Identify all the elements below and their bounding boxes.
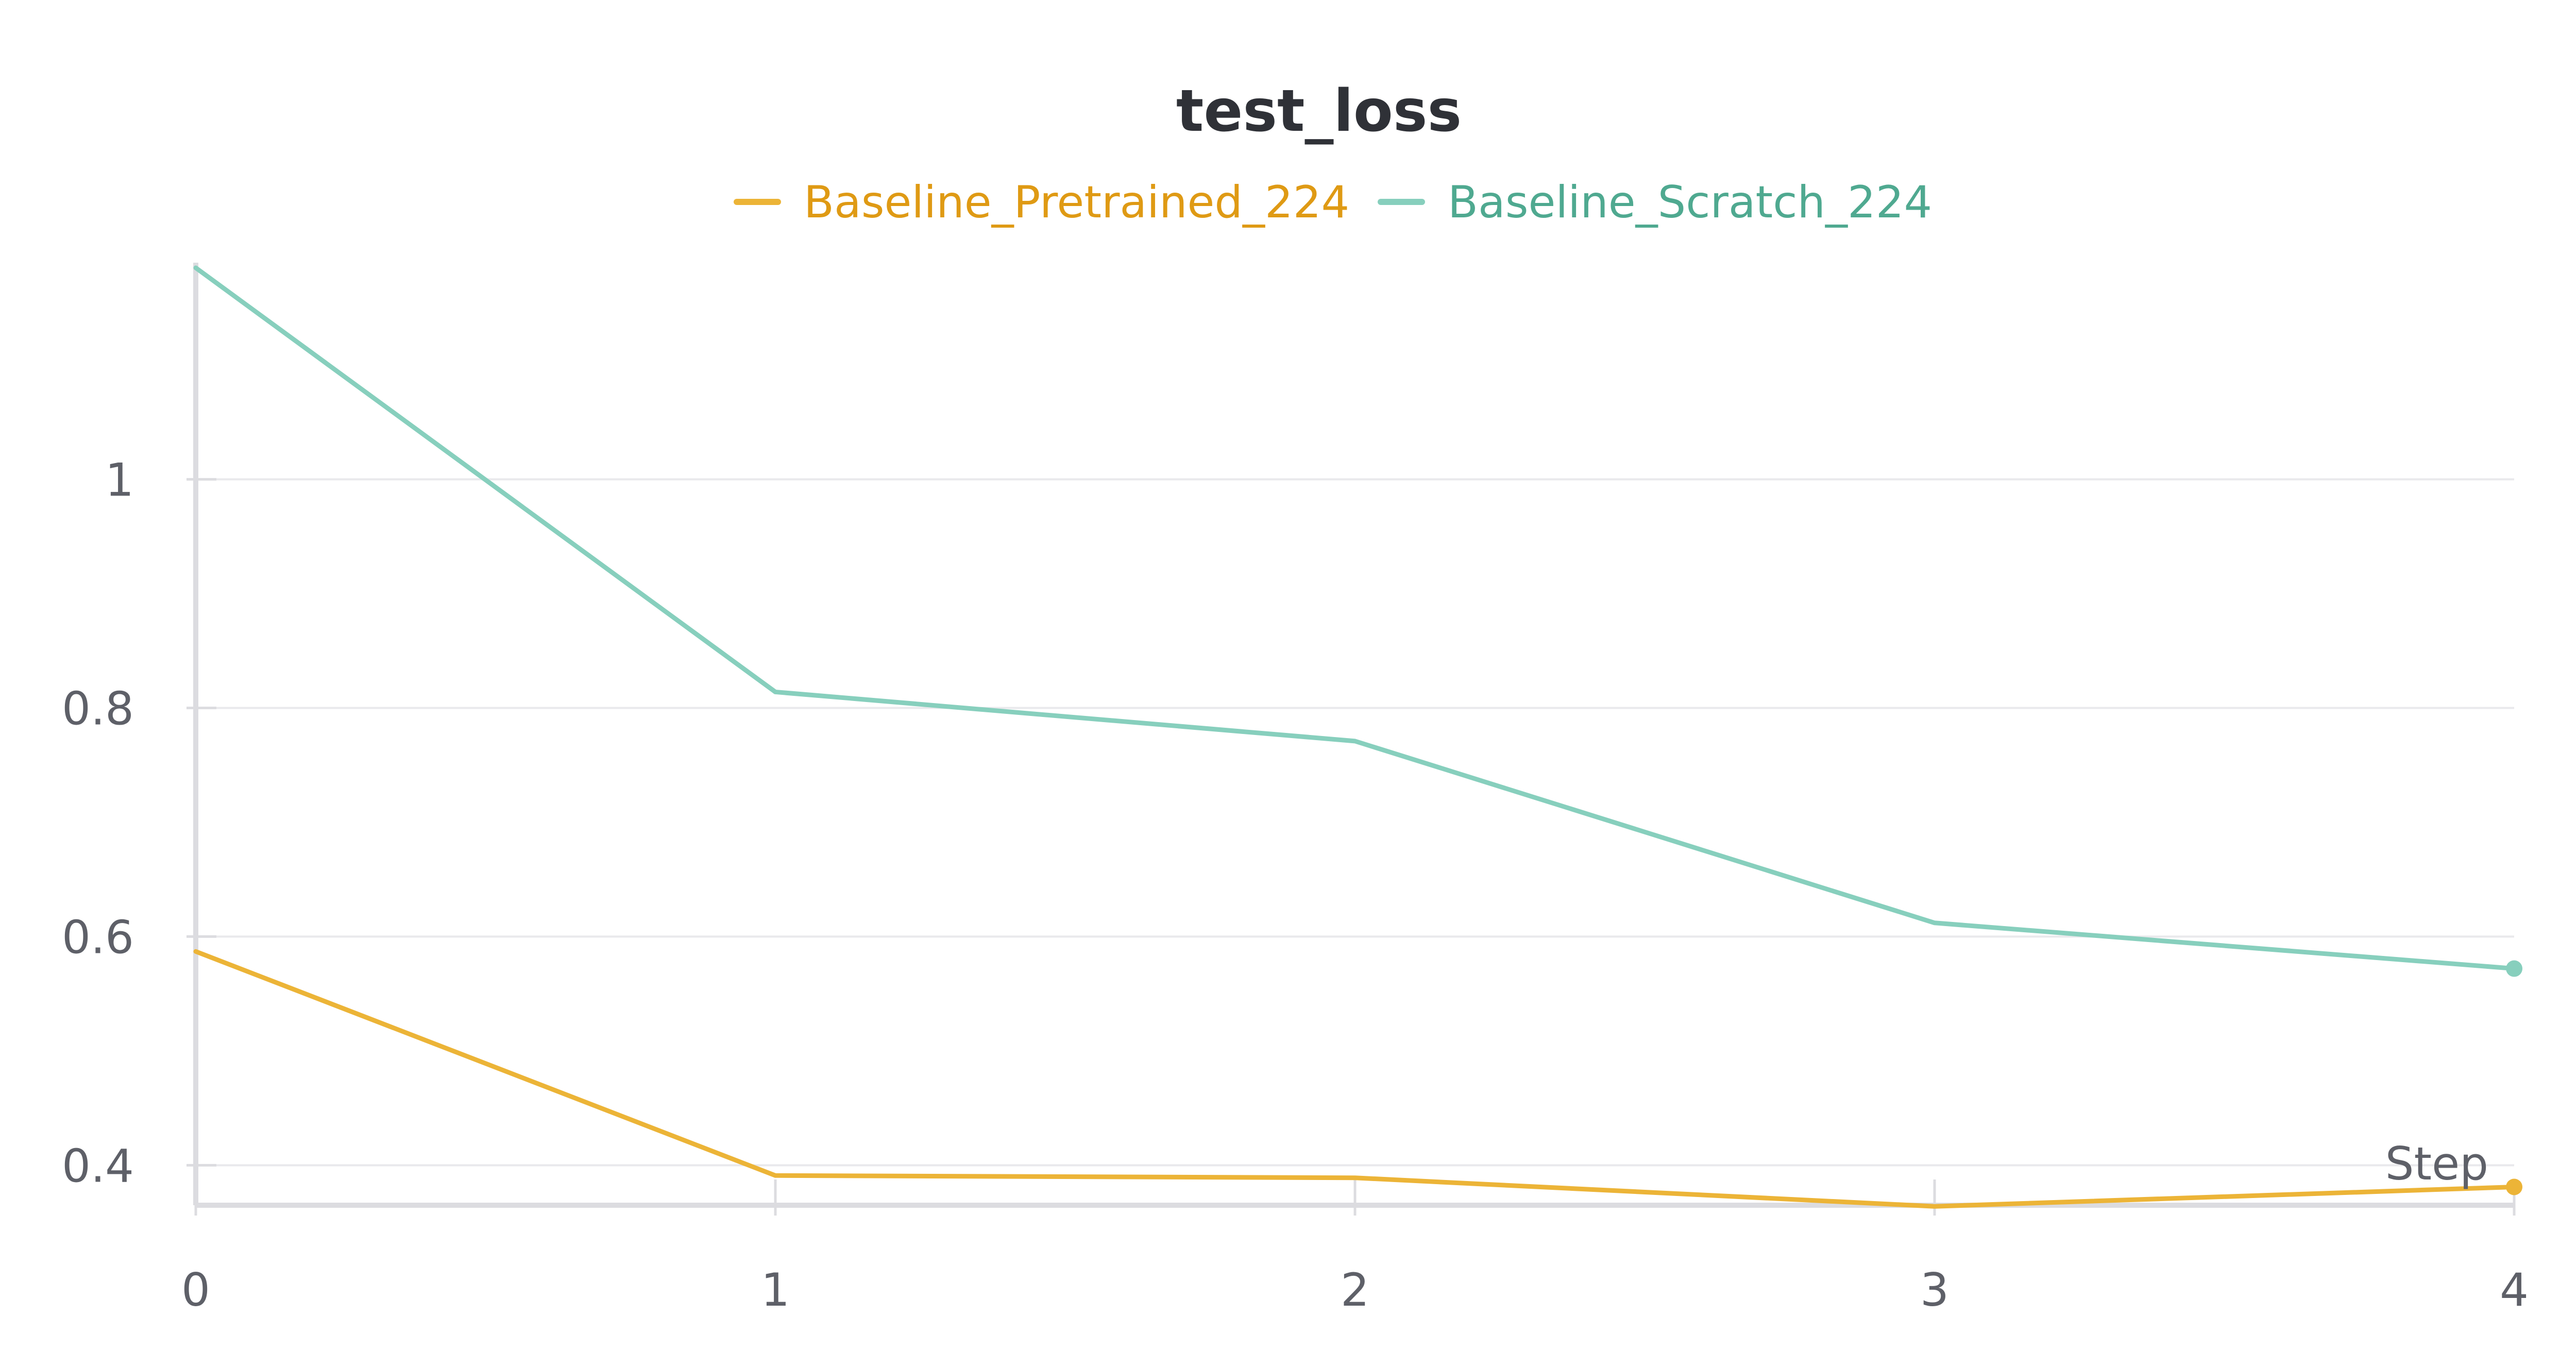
y-tick-label: 0.8: [62, 682, 134, 736]
labels-layer: 0.4 0.6 0.8 1 0 1 2 3 4: [62, 454, 2529, 1316]
series-line-1: [193, 949, 2517, 1209]
series-line-2: [193, 265, 2517, 971]
y-tick-label: 1: [105, 454, 134, 507]
y-tick-label: 0.4: [62, 1139, 134, 1192]
y-tick-label: 0.6: [62, 911, 134, 964]
series-end-point-2: [2506, 960, 2522, 977]
legend-label: Baseline_Scratch_224: [1448, 177, 1932, 228]
series-layer: [193, 265, 2522, 1209]
series-end-point-1: [2506, 1178, 2522, 1195]
x-tick-label: 4: [2500, 1263, 2529, 1316]
chart-title: test_loss: [1176, 78, 1462, 145]
x-tick-label: 3: [1920, 1263, 1949, 1316]
legend: Baseline_Pretrained_224 Baseline_Scratch_…: [734, 177, 1932, 228]
legend-label: Baseline_Pretrained_224: [804, 177, 1349, 228]
x-axis-title: Step: [2385, 1137, 2488, 1190]
axes: [187, 263, 2516, 1216]
x-tick-label: 1: [761, 1263, 790, 1316]
x-tick-label: 0: [181, 1263, 210, 1316]
x-tick-label: 2: [1341, 1263, 1369, 1316]
